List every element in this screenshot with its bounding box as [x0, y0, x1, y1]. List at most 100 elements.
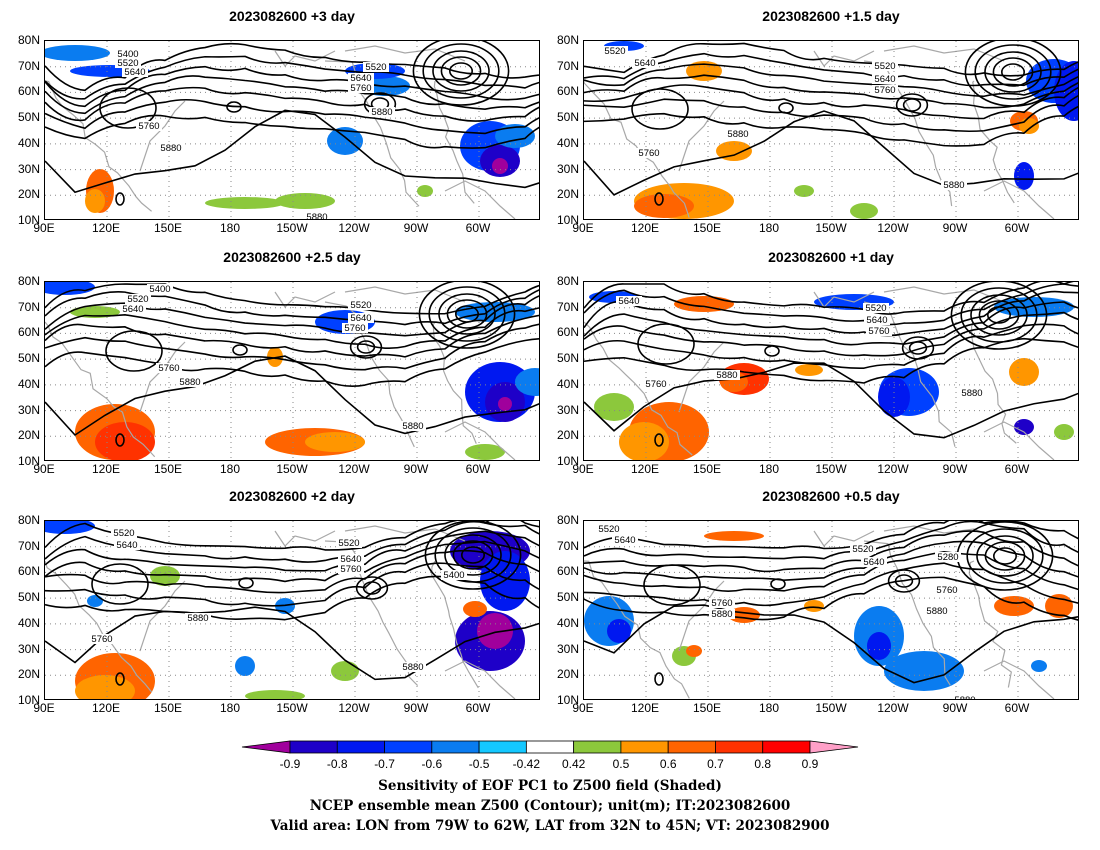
- contour-label: 5760: [158, 363, 179, 374]
- map-panel: 5520 5640 5520 5640 5760 5880 5760 5880: [583, 40, 1079, 220]
- contour-label-bg: [441, 570, 467, 580]
- panel-title: 2023082600 +2.5 day: [223, 249, 361, 265]
- contour-label: 5520: [350, 300, 371, 311]
- x-tick-label: 90W: [403, 701, 429, 715]
- panel-title: 2023082600 +3 day: [229, 8, 355, 24]
- contour-label: 5520: [365, 62, 386, 73]
- y-tick-label: 80N: [556, 274, 579, 288]
- contour-label: 5880: [306, 212, 327, 220]
- panel-title: 2023082600 +1 day: [768, 249, 894, 265]
- coastlines: [584, 525, 1055, 699]
- contour-label: 5640: [122, 304, 143, 315]
- shading-patch: [594, 393, 634, 421]
- colorbar-swatch: [289, 740, 338, 754]
- contour-label: 5520: [604, 46, 625, 57]
- contour-label: 5520: [117, 58, 138, 69]
- y-tick-label: 20N: [17, 428, 40, 443]
- colorbar-swatch: [384, 740, 433, 754]
- shading-patch: [704, 531, 764, 541]
- contour-label: 5640: [614, 535, 635, 546]
- contour-label-bg: [872, 61, 898, 71]
- x-tick-label: 120E: [91, 701, 121, 715]
- colorbar-swatch: [667, 740, 716, 754]
- panel-title: 2023082600 +0.5 day: [762, 488, 900, 504]
- colorbar-label: -0.6: [421, 757, 443, 771]
- colorbar-swatch: [573, 740, 622, 754]
- contour-label: 5640: [350, 73, 371, 84]
- x-tick-label: 90E: [33, 462, 55, 476]
- colorbar-over-triangle: [809, 740, 859, 754]
- y-tick-label: 60N: [556, 84, 579, 99]
- x-tick-label: 120W: [338, 701, 370, 715]
- shading-patch: [75, 675, 135, 699]
- x-tick-label: 150E: [692, 462, 722, 476]
- contour-label-bg: [348, 73, 374, 83]
- contour-label-bg: [120, 304, 146, 314]
- shading-patch: [795, 364, 823, 376]
- shading-patch: [867, 632, 891, 660]
- contour-label: 5760: [91, 634, 112, 645]
- contour-label: 5880: [716, 370, 737, 381]
- y-tick-label: 80N: [556, 33, 579, 47]
- contour-label: 5640: [863, 557, 884, 568]
- x-tick-label: 180: [219, 701, 241, 715]
- contour-label: 5880: [160, 143, 181, 154]
- contour-label: 5760: [340, 564, 361, 575]
- caption-line-3: Valid area: LON from 79W to 62W, LAT fro…: [270, 818, 830, 834]
- y-tick-label: 70N: [17, 58, 40, 73]
- x-tick-label: 180: [758, 221, 780, 235]
- x-tick-label: 120W: [877, 462, 909, 476]
- x-tick-label: 90W: [942, 701, 968, 715]
- shading-patch: [1009, 358, 1039, 386]
- y-tick-label: 20N: [556, 428, 579, 443]
- z500-contours: [584, 41, 1078, 206]
- x-tick-label: 90E: [33, 221, 55, 235]
- contour-label-bg: [114, 540, 140, 550]
- shading-patch: [305, 432, 365, 452]
- x-tick-label: 90E: [572, 462, 594, 476]
- contour-label-bg: [400, 421, 426, 431]
- z500-contours: [45, 282, 539, 447]
- contour-label: 5280: [937, 552, 958, 563]
- y-tick-label: 30N: [17, 641, 40, 656]
- y-tick-label: 10N: [556, 213, 579, 227]
- colorbar-swatch: [525, 740, 575, 754]
- shading-patch: [1031, 660, 1047, 672]
- contour-label-bg: [934, 585, 960, 595]
- x-tick-label: 180: [219, 221, 241, 235]
- x-tick-label: 120E: [630, 462, 660, 476]
- colorbar-label: -0.42: [512, 757, 541, 771]
- sensitivity-shading: [45, 45, 535, 213]
- contour-label-bg: [612, 535, 638, 545]
- contour-label: 5520: [338, 538, 359, 549]
- shading-patch: [267, 347, 283, 367]
- contour-label: 5760: [638, 148, 659, 159]
- caption-line-1: Sensitivity of EOF PC1 to Z500 field (Sh…: [378, 778, 722, 794]
- panel-title: 2023082600 +2 day: [229, 488, 355, 504]
- y-tick-label: 50N: [17, 110, 40, 125]
- x-tick-label: 180: [219, 462, 241, 476]
- shading-patch: [1054, 424, 1074, 440]
- shading-patch: [417, 185, 433, 197]
- contour-label-bg: [866, 326, 892, 336]
- contour-label-bg: [111, 528, 137, 538]
- contour-label-bg: [616, 296, 642, 306]
- contour-label: 5880: [187, 613, 208, 624]
- y-tick-label: 10N: [17, 693, 40, 707]
- contour-label: 5640: [866, 315, 887, 326]
- contour-label-bg: [336, 538, 362, 548]
- contour-label-bg: [89, 634, 115, 644]
- contour-label: 5760: [138, 121, 159, 132]
- x-tick-label: 90W: [942, 221, 968, 235]
- y-tick-label: 50N: [556, 590, 579, 605]
- shading-patch: [634, 194, 694, 218]
- contour-label: 5640: [634, 58, 655, 69]
- x-tick-label: 60W: [465, 462, 491, 476]
- y-tick-label: 20N: [556, 667, 579, 682]
- colorbar-label: 0.5: [612, 757, 630, 771]
- contour-label-bg: [863, 303, 889, 313]
- colorbar-label: 0.9: [801, 757, 819, 771]
- y-tick-label: 80N: [17, 513, 40, 527]
